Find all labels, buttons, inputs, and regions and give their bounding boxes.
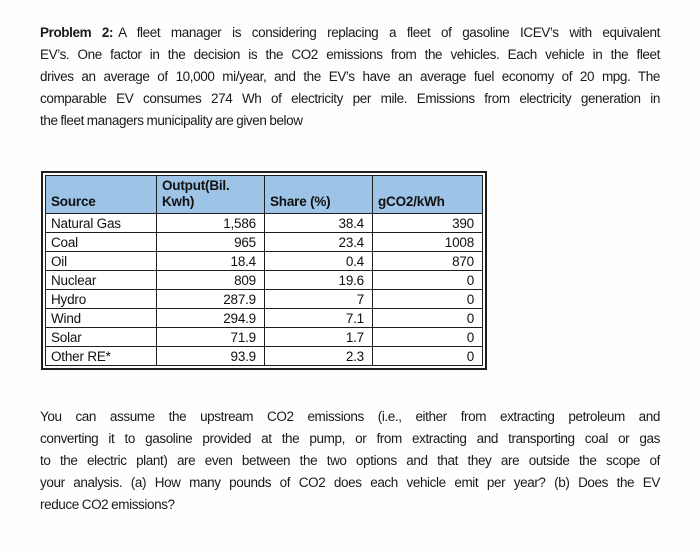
source-cell: Solar	[45, 327, 157, 347]
emissions-table: Source Output(Bil. Kwh) Share (%) gCO2/kWh …	[45, 175, 483, 366]
text-line: EV’s. One factor in the decision is the …	[40, 47, 660, 62]
value-cell: 0	[372, 270, 483, 290]
value-cell: 18.4	[156, 251, 265, 271]
value-cell: 2.3	[264, 346, 373, 366]
source-cell: Wind	[45, 308, 157, 328]
value-cell: 0	[372, 327, 483, 347]
source-cell: Nuclear	[45, 270, 157, 290]
value-cell: 1.7	[264, 327, 373, 347]
source-cell: Oil	[45, 251, 157, 271]
source-cell: Hydro	[45, 289, 157, 309]
table-body: Natural Gas 1,586 38.4 390 Coal 965 23.4 1008 Oi…	[45, 213, 483, 366]
text-line: reduce CO2 emissions?	[40, 497, 175, 512]
table-row: Hydro 287.9 7 0	[45, 289, 483, 309]
value-cell: 19.6	[264, 270, 373, 290]
text-line: converting it to gasoline provided at th…	[40, 431, 660, 446]
source-cell: Other RE*	[45, 346, 157, 366]
table-row: Solar 71.9 1.7 0	[45, 327, 483, 347]
value-cell: 870	[372, 251, 483, 271]
value-cell: 93.9	[156, 346, 265, 366]
text-line: Problem 2: A fleet manager is considering…	[40, 25, 660, 40]
text-line: drives an average of 10,000 mi/year, and…	[40, 69, 660, 84]
value-cell: 809	[156, 270, 265, 290]
table-row: Coal 965 23.4 1008	[45, 232, 483, 252]
value-cell: 38.4	[264, 213, 373, 233]
value-cell: 965	[156, 232, 265, 252]
source-cell: Coal	[45, 232, 157, 252]
column-header: gCO2/kWh	[372, 175, 483, 214]
value-cell: 0	[372, 346, 483, 366]
text-line: the fleet managers municipality are give…	[40, 113, 303, 128]
value-cell: 7.1	[264, 308, 373, 328]
value-cell: 0.4	[264, 251, 373, 271]
value-cell: 0	[372, 289, 483, 309]
table-row: Other RE* 93.9 2.3 0	[45, 346, 483, 366]
value-cell: 23.4	[264, 232, 373, 252]
table-row: Wind 294.9 7.1 0	[45, 308, 483, 328]
emissions-table-frame: Source Output(Bil. Kwh) Share (%) gCO2/kWh …	[41, 171, 487, 370]
value-cell: 0	[372, 308, 483, 328]
value-cell: 390	[372, 213, 483, 233]
value-cell: 1,586	[156, 213, 265, 233]
column-header: Source	[45, 175, 157, 214]
assumptions-paragraph: You can assume the upstream CO2 emission…	[40, 406, 660, 516]
table-row: Nuclear 809 19.6 0	[45, 270, 483, 290]
problem-statement-paragraph: Problem 2: A fleet manager is considering…	[40, 22, 660, 132]
value-cell: 71.9	[156, 327, 265, 347]
value-cell: 1008	[372, 232, 483, 252]
column-header: Output(Bil. Kwh)	[156, 175, 265, 214]
column-header: Share (%)	[264, 175, 373, 214]
text-line: your analysis. (a) How many pounds of CO…	[40, 475, 660, 490]
table-row: Natural Gas 1,586 38.4 390	[45, 213, 483, 233]
value-cell: 287.9	[156, 289, 265, 309]
value-cell: 7	[264, 289, 373, 309]
value-cell: 294.9	[156, 308, 265, 328]
table-row: Oil 18.4 0.4 870	[45, 251, 483, 271]
problem-label: Problem 2:	[40, 25, 114, 40]
table-header-row: Source Output(Bil. Kwh) Share (%) gCO2/kWh	[45, 175, 483, 214]
source-cell: Natural Gas	[45, 213, 157, 233]
text-line: to the electric plant) are even between …	[40, 453, 660, 468]
text-line: comparable EV consumes 274 Wh of electri…	[40, 91, 660, 106]
text-line: You can assume the upstream CO2 emission…	[40, 409, 660, 424]
